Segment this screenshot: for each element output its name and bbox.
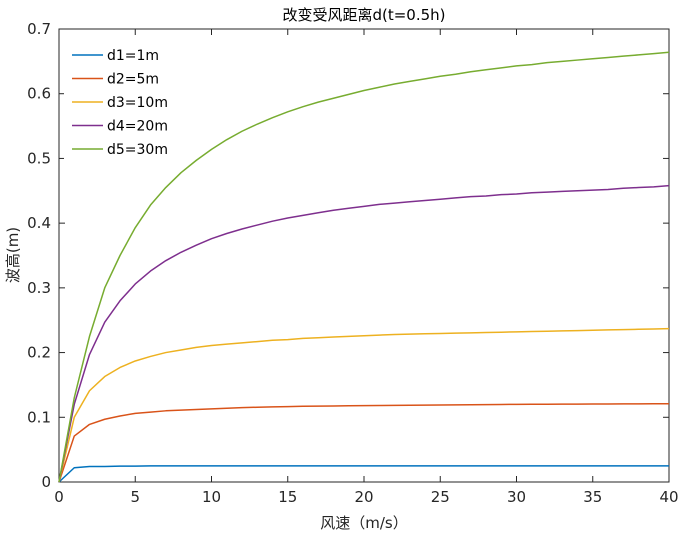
x-tick-label: 40 [659,488,678,506]
axis-ticks: 0 5 10 15 20 25 30 35 40 0 0.1 0.2 0.3 0.4 0.5 0.6 0.7 [27,20,678,506]
x-tick-label: 10 [202,488,221,506]
series-line-1 [58,465,669,483]
x-tick-label: 35 [583,488,602,506]
x-tick-label: 0 [54,488,64,506]
legend: d1=1m d2=5m d3=10m d4=20m d5=30m [64,40,180,162]
y-tick-label: 0 [41,473,51,491]
y-tick-label: 0.2 [27,344,51,362]
y-tick-label: 0.4 [27,214,51,232]
legend-label-5: d5=30m [107,142,168,158]
x-tick-label: 5 [130,488,140,506]
series-line-2 [58,402,670,483]
x-tick-label: 30 [507,488,526,506]
x-tick-label: 25 [431,488,450,506]
legend-box [64,40,180,162]
y-axis-label: 波高(m) [4,227,22,283]
y-tick-label: 0.7 [27,20,51,38]
x-axis-label: 风速（m/s） [320,514,407,532]
series-lines [58,51,670,483]
y-tick-label: 0.3 [27,279,51,297]
legend-label-3: d3=10m [107,95,168,111]
legend-label-1: d1=1m [107,48,159,64]
y-tick-label: 0.5 [27,149,51,167]
y-tick-label: 0.6 [27,85,51,103]
legend-label-4: d4=20m [107,119,168,135]
series-line-4 [58,184,670,483]
chart-title: 改变受风距离d(t=0.5h) [282,6,445,24]
series-line-3 [58,327,670,483]
x-tick-label: 15 [278,488,297,506]
x-tick-label: 20 [354,488,373,506]
legend-label-2: d2=5m [107,72,159,88]
y-tick-label: 0.1 [27,408,51,426]
series-line-5 [58,51,670,483]
